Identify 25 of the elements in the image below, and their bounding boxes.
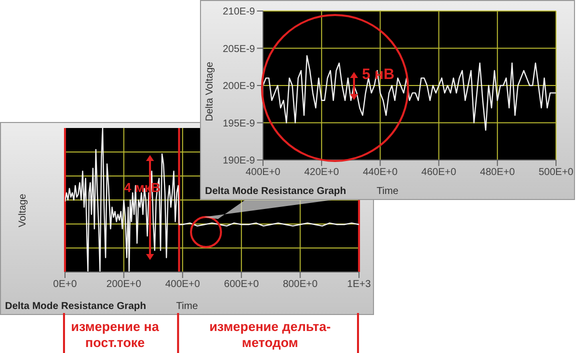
y-axis-title: Voltage: [18, 192, 28, 230]
x-tick-label: 420E+0: [304, 167, 340, 178]
y-tick-label: 190E-9: [222, 156, 256, 167]
y-axis-title: Delta Voltage: [204, 60, 216, 124]
x-tick-label: 800E+0: [282, 279, 318, 290]
x-tick-label: 440E+0: [362, 167, 398, 178]
x-tick-label: 400E+0: [165, 279, 200, 290]
x-tick-label: 1E+3: [347, 279, 372, 290]
x-axis-title: Time: [176, 301, 198, 312]
y-tick-label: 195E-9: [222, 118, 256, 130]
text: измерение дельта-методом: [208, 319, 332, 352]
y-tick-label: 210E-9: [222, 6, 256, 18]
y-tick-label: 200E-9: [222, 81, 256, 92]
x-tick-label: 600E+0: [224, 279, 260, 290]
x-tick-label: 200E+0: [106, 279, 142, 290]
x-tick-label: 0E+0: [53, 279, 78, 290]
text: Delta Mode Resistance Graph: [5, 301, 146, 312]
x-tick-label: 500E+0: [538, 167, 574, 178]
text: измерение на пост.токе: [70, 319, 160, 352]
x-axis-title: Time: [376, 186, 398, 197]
x-tick-label: 400E+0: [246, 167, 281, 178]
y-tick-label: 205E-9: [222, 44, 256, 55]
text: Delta Mode Resistance Graph: [205, 186, 346, 197]
x-tick-label: 480E+0: [480, 167, 516, 178]
x-tick-label: 460E+0: [421, 167, 457, 178]
